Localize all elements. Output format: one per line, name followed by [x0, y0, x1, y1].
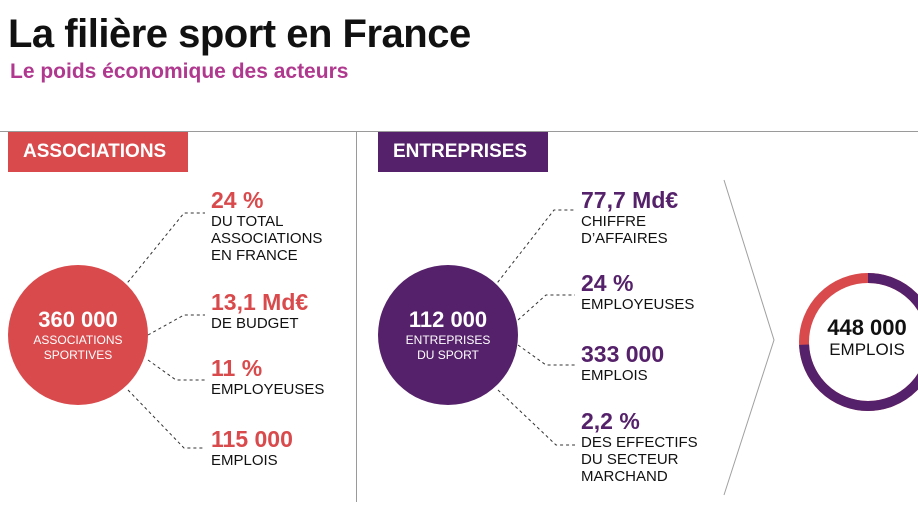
stat-desc: EMPLOIS — [581, 367, 648, 384]
total-donut — [799, 273, 918, 411]
ent-stat-workforce: 2,2 % DES EFFECTIFS DU SECTEUR MARCHAND — [581, 408, 698, 485]
stat-value: 13,1 Md€ — [211, 289, 309, 315]
connector-assoc-2 — [147, 314, 205, 336]
stat-desc: EMPLOYEUSES — [581, 296, 695, 313]
total-jobs: 448 000 EMPLOIS — [812, 315, 918, 360]
connector-ent-3 — [517, 344, 575, 366]
associations-tag: ASSOCIATIONS — [8, 132, 188, 172]
stat-value: 24 % — [581, 270, 634, 296]
assoc-stat-employers: 11 % EMPLOYEUSES — [211, 355, 324, 398]
assoc-stat-jobs: 115 000 EMPLOIS — [211, 426, 293, 469]
entreprises-count: 112 000 — [408, 307, 488, 332]
total-number: 448 000 — [827, 315, 907, 340]
ent-stat-employers: 24 % EMPLOYEUSES — [581, 270, 694, 313]
page-subtitle: Le poids économique des acteurs — [10, 60, 349, 83]
stat-value: 115 000 — [211, 426, 293, 452]
stat-desc: DU TOTAL — [211, 213, 284, 230]
connector-ent-4 — [497, 389, 575, 446]
stat-desc: EMPLOIS — [211, 452, 278, 469]
connector-assoc-4 — [127, 389, 205, 449]
stat-value: 77,7 Md€ — [581, 187, 679, 213]
stat-desc: ASSOCIATIONS — [211, 230, 323, 247]
associations-label-2: SPORTIVES — [43, 348, 113, 362]
stat-desc: DES EFFECTIFS — [581, 434, 698, 451]
stat-value: 2,2 % — [581, 408, 640, 434]
assoc-stat-budget: 13,1 Md€ DE BUDGET — [211, 289, 308, 332]
stat-value: 11 % — [211, 355, 263, 381]
entreprises-tag: ENTREPRISES — [378, 132, 548, 172]
entreprises-label-1: ENTREPRISES — [405, 333, 491, 347]
stat-desc: D’AFFAIRES — [581, 230, 668, 247]
stat-desc: DE BUDGET — [211, 315, 299, 332]
connector-assoc-3 — [147, 359, 205, 381]
assoc-stat-share: 24 % DU TOTAL ASSOCIATIONS EN FRANCE — [211, 187, 322, 264]
connector-ent-1 — [493, 209, 575, 288]
vertical-divider — [356, 132, 357, 502]
horizontal-divider — [0, 131, 918, 132]
associations-circle: 360 000 ASSOCIATIONS SPORTIVES — [8, 265, 148, 405]
chevron-arrow — [723, 179, 775, 496]
associations-label-1: ASSOCIATIONS — [33, 333, 123, 347]
entreprises-label-2: DU SPORT — [417, 348, 479, 362]
entreprises-circle: 112 000 ENTREPRISES DU SPORT — [378, 265, 518, 405]
connector-ent-2 — [517, 294, 575, 321]
connector-assoc-1 — [123, 212, 205, 288]
stat-desc: DU SECTEUR — [581, 451, 679, 468]
donut-segment-entreprises — [799, 273, 918, 411]
ent-stat-jobs: 333 000 EMPLOIS — [581, 341, 664, 384]
stat-desc: EN FRANCE — [211, 247, 298, 264]
stat-desc: CHIFFRE — [581, 213, 646, 230]
stat-desc: EMPLOYEUSES — [211, 381, 325, 398]
page-title: La filière sport en France — [8, 12, 471, 56]
total-label: EMPLOIS — [829, 340, 905, 359]
associations-count: 360 000 — [38, 307, 118, 332]
ent-stat-revenue: 77,7 Md€ CHIFFRE D’AFFAIRES — [581, 187, 678, 247]
stat-value: 333 000 — [581, 341, 665, 367]
stat-value: 24 % — [211, 187, 264, 213]
stat-desc: MARCHAND — [581, 468, 668, 485]
